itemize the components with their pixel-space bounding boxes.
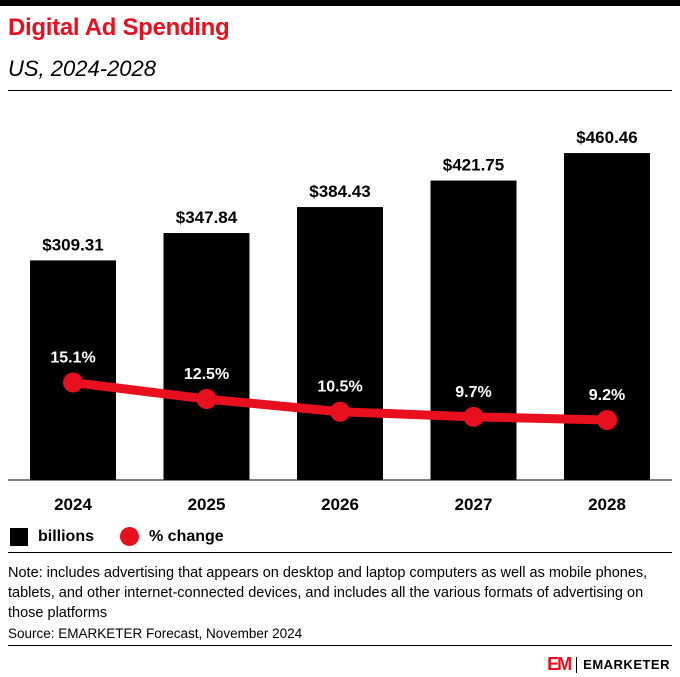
bar-value-label-2026: $384.43	[309, 182, 370, 201]
legend: billions % change	[10, 527, 224, 546]
percent-label-2027: 9.7%	[455, 384, 491, 401]
percent-label-2026: 10.5%	[317, 379, 362, 396]
percent-point-2028	[597, 410, 617, 430]
bar-2026	[297, 207, 383, 481]
bar-value-label-2027: $421.75	[443, 156, 504, 175]
x-tick-2028: 2028	[588, 495, 626, 514]
brand-name: EMARKETER	[583, 657, 670, 672]
percent-label-2024: 15.1%	[50, 350, 95, 367]
chart-subtitle: US, 2024-2028	[8, 56, 156, 81]
legend-line-label: % change	[149, 527, 224, 545]
x-tick-2027: 2027	[455, 495, 493, 514]
legend-divider	[8, 552, 672, 553]
footnote: Note: includes advertising that appears …	[8, 565, 648, 621]
source-line: Source: EMARKETER Forecast, November 202…	[8, 626, 303, 641]
legend-bar-swatch	[10, 527, 28, 546]
bar-2028	[564, 153, 650, 480]
brand-mark: EM	[547, 654, 572, 674]
x-tick-2026: 2026	[321, 495, 359, 514]
percent-point-2027	[463, 406, 484, 427]
top-bar	[0, 0, 680, 6]
percent-point-2024	[63, 372, 83, 393]
footer-divider	[8, 645, 672, 646]
bar-value-label-2028: $460.46	[576, 128, 637, 147]
x-tick-2025: 2025	[188, 495, 226, 514]
brand-logo: EM EMARKETER	[547, 654, 670, 675]
brand-separator	[576, 656, 578, 673]
bar-2024	[30, 260, 116, 480]
percent-label-2028: 9.2%	[589, 387, 625, 404]
bar-2027	[430, 180, 517, 480]
bar-line-chart: $309.31 2024 $347.84 2025 $384.43 2026 $421.75…	[8, 128, 672, 514]
chart-title: Digital Ad Spending	[8, 14, 230, 41]
bar-value-label-2025: $347.84	[176, 208, 238, 227]
header-divider	[8, 90, 672, 91]
bar-2025	[163, 233, 250, 480]
percent-label-2025: 12.5%	[184, 366, 229, 383]
legend-line-swatch	[120, 527, 139, 546]
bar-value-label-2024: $309.31	[42, 235, 103, 254]
legend-bar-label: billions	[38, 527, 94, 545]
x-tick-2024: 2024	[54, 495, 92, 514]
percent-point-2026	[330, 401, 350, 422]
percent-point-2025	[196, 389, 217, 410]
